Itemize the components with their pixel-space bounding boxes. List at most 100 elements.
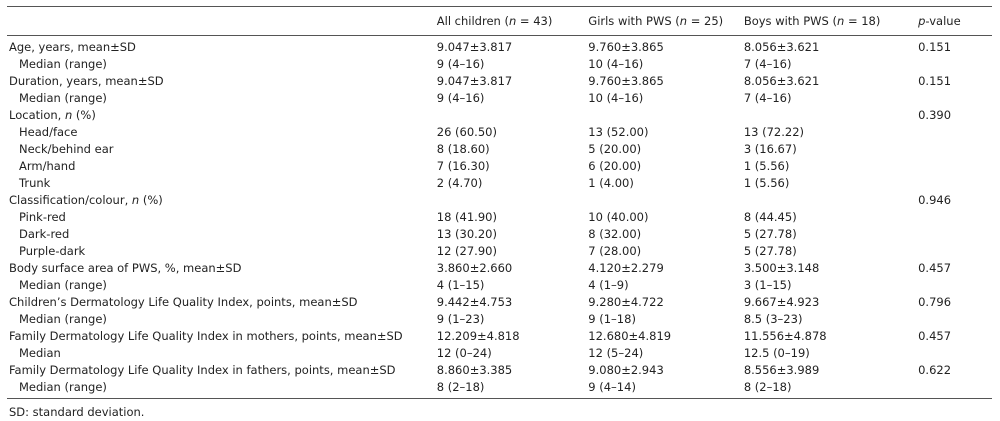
table-cell: 8 (2–18) [434,379,587,399]
row-label: Median [19,346,61,360]
table-cell: 10 (4–16) [588,91,644,105]
table-cell: 0.946 [918,193,952,207]
table-cell [916,209,992,226]
row-label: Median (range) [7,379,435,399]
table-cell: 7 (4–16) [743,91,792,105]
table-row: Body surface area of PWS, %, mean±SD 3.86… [7,260,992,277]
row-label: Head/face [19,125,78,139]
column-header-0 [7,6,435,36]
row-label: Children’s Dermatology Life Quality Inde… [9,295,358,309]
table-cell: 4 (1–15) [436,278,485,292]
table-cell: 9.080±2.943 [588,363,664,377]
table-cell [435,107,587,124]
table-cell: 8 (32.00) [588,227,642,241]
table-footnote: SD: standard deviation. [9,405,145,419]
row-label: Median (range) [19,278,107,292]
table-row: Median (range) 4 (1–15) 4 (1–9) 3 (1–15) [7,277,992,294]
header-row: All children (n = 43) Girls with PWS (n =… [7,6,992,36]
table-cell: 1 (4.00) [588,176,634,190]
table-cell: 9.760±3.865 [588,74,664,88]
table-row: Duration, years, mean±SD 9.047±3.817 9.760… [7,73,992,90]
table-row: Classification/colour, n (%) 0.946 [7,192,992,209]
table-cell: 0.390 [918,108,952,122]
row-label: Dark-red [19,227,70,241]
table-cell: 8.860±3.385 [436,363,513,377]
row-label: Median (range) [19,312,107,326]
row-label: Median (range) [19,91,107,105]
table-cell: 0.457 [918,261,952,275]
table-cell: 8.056±3.621 [743,74,820,88]
table-cell: 12 (5–24) [588,346,644,360]
table-cell: 3.500±3.148 [743,261,820,275]
table-cell: 10 (4–16) [588,57,644,71]
table-cell: 3 (16.67) [743,142,797,156]
table-cell [916,311,992,328]
table-row: Children’s Dermatology Life Quality Inde… [7,294,992,311]
table-cell: 26 (60.50) [436,125,497,139]
column-header-2: Girls with PWS (n = 25) [586,6,742,36]
table-cell [435,192,587,209]
table-cell [586,192,742,209]
row-label: Family Dermatology Life Quality Index in… [9,329,403,343]
table-header: All children (n = 43) Girls with PWS (n =… [7,6,992,36]
table-cell: 11.556±4.878 [743,329,827,343]
table-container: All children (n = 43) Girls with PWS (n =… [7,6,992,419]
row-label: Pink-red [19,210,66,224]
table-cell: 1 (5.56) [743,176,790,190]
table-row: Pink-red 18 (41.90) 10 (40.00) 8 (44.45) [7,209,992,226]
table-cell: 18 (41.90) [436,210,497,224]
table-cell: 8.056±3.621 [743,40,820,54]
row-label: Purple-dark [19,244,86,258]
table-row: Median (range) 9 (4–16) 10 (4–16) 7 (4–16) [7,56,992,73]
row-label: Duration, years, mean±SD [9,74,164,88]
table-row: Family Dermatology Life Quality Index in… [7,362,992,379]
table-cell [916,158,992,175]
table-cell: 5 (27.78) [743,244,797,258]
table-cell: 2 (4.70) [436,176,483,190]
table-cell [916,141,992,158]
table-cell: 3 (1–15) [743,278,792,292]
table-cell: 9.047±3.817 [436,74,513,88]
table-cell [916,243,992,260]
row-label: Family Dermatology Life Quality Index in… [9,363,396,377]
table-row: Arm/hand 7 (16.30) 6 (20.00) 1 (5.56) [7,158,992,175]
table-cell [916,175,992,192]
table-row: Dark-red 13 (30.20) 8 (32.00) 5 (27.78) [7,226,992,243]
table-cell [742,192,916,209]
table-cell: 3.860±2.660 [436,261,513,275]
column-header-1: All children (n = 43) [434,6,587,36]
table-cell: 8 (18.60) [436,142,490,156]
table-cell: 8 (2–18) [741,379,917,399]
table-cell: 8.5 (3–23) [743,312,803,326]
table-cell: 9.280±4.722 [588,295,664,309]
table-cell: 7 (16.30) [436,159,490,173]
table-cell [916,56,992,73]
table-cell [916,226,992,243]
characteristics-table: All children (n = 43) Girls with PWS (n =… [7,6,992,399]
table-cell: 9 (4–16) [436,57,485,71]
row-label: Neck/behind ear [19,142,114,156]
table-cell [916,90,992,107]
table-cell: 8 (44.45) [743,210,797,224]
table-cell: 5 (27.78) [743,227,797,241]
table-cell: 12.5 (0–19) [743,346,810,360]
row-label: Trunk [19,176,51,190]
table-row: Age, years, mean±SD 9.047±3.817 9.760±3.86… [7,36,992,57]
table-cell: 9 (4–16) [436,91,485,105]
row-label: Classification/colour, n (%) [9,193,163,207]
table-cell: 13 (72.22) [743,125,804,139]
column-header-3: Boys with PWS (n = 18) [741,6,917,36]
table-cell: 0.622 [918,363,952,377]
table-row: Head/face 26 (60.50) 13 (52.00) 13 (72.22) [7,124,992,141]
table-cell: 12 (27.90) [436,244,497,258]
table-cell: 0.457 [918,329,952,343]
table-cell: 12.680±4.819 [588,329,672,343]
table-cell [586,107,742,124]
table-row: Neck/behind ear 8 (18.60) 5 (20.00) 3 (16.6… [7,141,992,158]
row-label: Age, years, mean±SD [9,40,136,54]
table-cell [916,345,992,362]
table-row: Median 12 (0–24) 12 (5–24) 12.5 (0–19) [7,345,992,362]
row-label: Arm/hand [19,159,76,173]
table-row: Location, n (%) 0.390 [7,107,992,124]
table-cell: 9.047±3.817 [436,40,513,54]
